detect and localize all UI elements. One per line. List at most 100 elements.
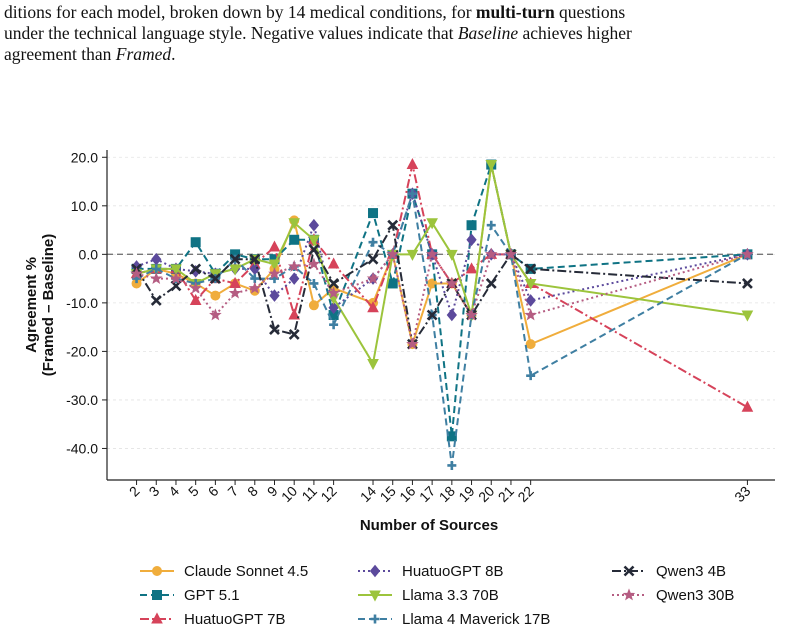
marker <box>327 257 340 269</box>
marker <box>288 218 301 230</box>
caption-text: agreement than <box>4 44 116 64</box>
x-tick-label: 4 <box>165 483 182 500</box>
marker <box>149 271 163 284</box>
marker <box>447 460 457 470</box>
marker <box>151 252 162 266</box>
x-tick-label: 12 <box>317 483 339 505</box>
marker <box>406 337 419 350</box>
marker <box>368 237 378 247</box>
marker <box>250 274 260 284</box>
marker <box>289 272 300 285</box>
marker <box>369 564 381 578</box>
marker <box>327 286 340 299</box>
marker <box>466 220 477 231</box>
marker <box>406 249 419 261</box>
marker <box>152 590 162 600</box>
marker <box>466 233 477 247</box>
marker <box>189 281 202 294</box>
marker <box>169 271 183 284</box>
caption-line: under the technical language style. Nega… <box>4 23 632 44</box>
marker <box>366 271 380 284</box>
marker <box>446 308 457 322</box>
marker <box>268 259 281 271</box>
marker <box>130 267 143 280</box>
marker <box>623 565 635 577</box>
x-tick-label: 7 <box>224 483 241 500</box>
marker <box>368 208 379 219</box>
marker <box>209 308 222 321</box>
legend-label: Llama 4 Maverick 17B <box>402 611 550 628</box>
marker <box>407 189 417 199</box>
y-tick-label: -20.0 <box>66 343 98 359</box>
marker <box>210 290 221 301</box>
marker <box>524 308 537 321</box>
marker <box>525 339 536 350</box>
marker <box>288 308 301 320</box>
legend-item: Qwen3 30B <box>612 587 734 604</box>
x-tick-label: 2 <box>126 483 143 500</box>
caption-text: multi-turn <box>475 2 555 22</box>
marker <box>151 612 163 624</box>
marker <box>328 301 339 315</box>
marker <box>309 278 319 288</box>
series-line <box>136 164 748 409</box>
marker <box>446 431 457 442</box>
marker <box>189 293 202 305</box>
marker <box>741 247 754 260</box>
marker <box>269 324 280 335</box>
marker <box>329 320 339 330</box>
marker <box>387 219 399 231</box>
marker <box>387 278 398 289</box>
series <box>132 189 752 470</box>
marker <box>308 235 320 247</box>
legend-label: HuatuoGPT 7B <box>184 611 285 628</box>
marker <box>151 264 161 274</box>
x-axis-label: Number of Sources <box>360 517 498 534</box>
legend-label: HuatuoGPT 8B <box>402 563 503 580</box>
marker <box>229 253 241 265</box>
x-tick-label: 33 <box>731 483 753 505</box>
series <box>130 157 754 412</box>
legend-label: Qwen3 4B <box>656 563 726 580</box>
marker <box>307 257 321 270</box>
x-tick-label: 10 <box>278 483 300 505</box>
caption-text: . <box>171 44 176 64</box>
x-tick-label: 22 <box>514 483 536 505</box>
marker <box>269 289 280 302</box>
marker <box>741 278 753 289</box>
legend-label: Qwen3 30B <box>656 587 734 604</box>
y-tick-label: 20.0 <box>71 149 98 165</box>
legend-item: Llama 3.3 70B <box>358 587 499 604</box>
marker <box>741 310 754 322</box>
x-tick-label: 6 <box>205 483 222 500</box>
legend-label: Llama 3.3 70B <box>402 587 499 604</box>
marker <box>308 218 320 232</box>
marker <box>486 220 496 230</box>
marker <box>369 590 381 602</box>
caption-text: questions <box>554 2 626 22</box>
y-tick-label: -30.0 <box>66 392 98 408</box>
marker <box>367 253 379 265</box>
y-tick-label: 10.0 <box>71 198 98 214</box>
marker <box>287 259 301 272</box>
marker <box>465 262 478 274</box>
y-axis-label: Agreement % <box>23 257 40 353</box>
caption-text: Baseline <box>457 23 519 43</box>
legend-item: HuatuoGPT 7B <box>140 611 285 628</box>
marker <box>524 278 537 291</box>
marker <box>150 295 162 306</box>
legend-item: GPT 5.1 <box>140 587 240 604</box>
x-tick-label: 9 <box>264 483 281 500</box>
series-line <box>136 193 748 466</box>
marker <box>170 264 182 276</box>
legend-item: HuatuoGPT 8B <box>358 563 503 580</box>
legend-item: Qwen3 4B <box>612 563 726 580</box>
y-tick-label: 0.0 <box>79 246 99 262</box>
marker <box>228 286 242 299</box>
marker <box>485 278 497 289</box>
series-line <box>136 164 748 367</box>
marker <box>426 218 438 230</box>
series-line <box>135 222 748 347</box>
